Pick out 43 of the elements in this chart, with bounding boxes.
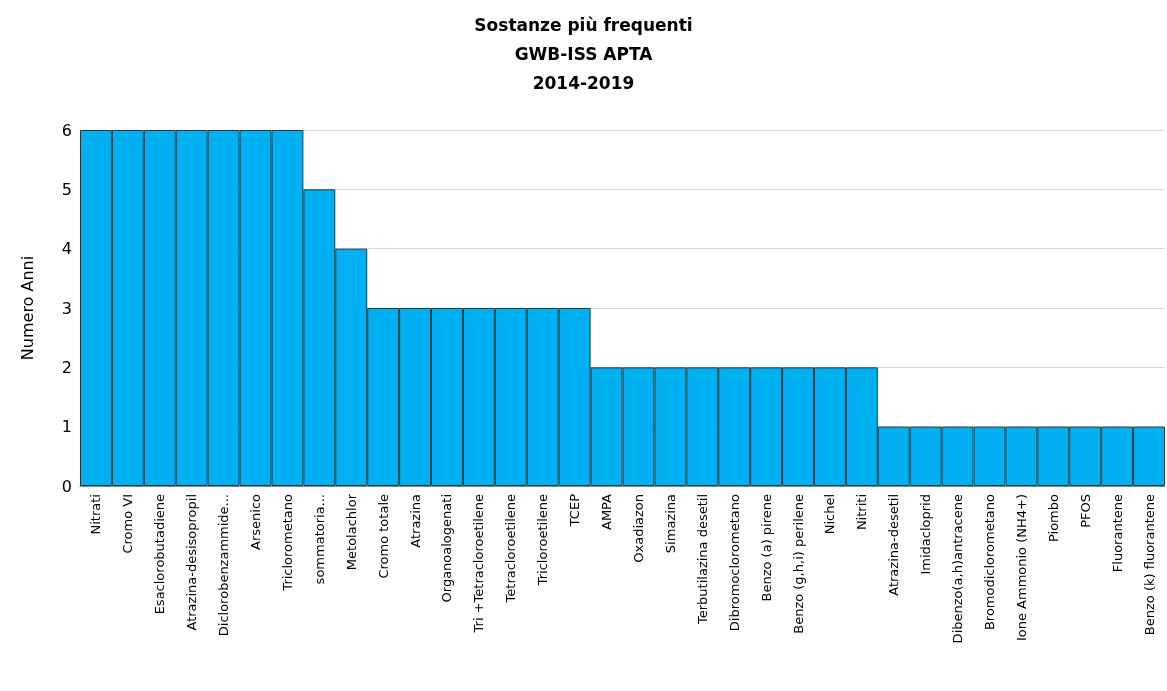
x-tick-label: TCEP [567, 493, 583, 528]
x-tick-label: Tetracloroetilene [503, 494, 519, 604]
x-tick-label: Tricloroetilene [535, 494, 551, 587]
x-tick-label: PFOS [1077, 494, 1093, 528]
x-tick-label: Ione Ammonio (NH4+) [1013, 494, 1029, 642]
x-tick-label: Nitriti [854, 494, 870, 531]
x-tick-label: Benzo (a) pirene [758, 494, 774, 602]
x-tick-label: Organoalogenati [439, 494, 455, 603]
x-tick-label: Nitrati [88, 494, 104, 535]
x-tick-label: Diclorobenzammide... [216, 494, 232, 637]
x-tick-label: Triclorometano [279, 493, 295, 592]
x-tick-label: Piombo [1045, 493, 1061, 542]
x-tick-label: Benzo (g,h,i) perilene [790, 494, 806, 634]
x-tick-label: Bromodiclorometano [981, 493, 997, 631]
x-tick-label: Dibromoclorometano [726, 493, 742, 632]
x-tick-label: Dibenzo(a,h)antracene [950, 494, 966, 644]
x-tick-label: Simazina [662, 494, 678, 554]
x-tick-label: Imidacloprid [918, 494, 934, 575]
y-tick-label: 4 [61, 239, 72, 259]
x-tick-label: Esaclorobutadiene [152, 494, 168, 615]
x-tick-label: Benzo (k) fluorantene [1141, 494, 1157, 636]
x-tick-label: Tri +Tetracloroetilene [471, 494, 487, 634]
x-tick-label: Atrazina [407, 494, 423, 548]
x-tick-label: Cromo totale [375, 494, 391, 579]
x-tick-label: Arsenico [248, 493, 264, 550]
x-tick-label: Cromo VI [120, 494, 136, 554]
y-tick-label: 0 [61, 476, 72, 496]
x-tick-label: sommatoria... [311, 494, 327, 585]
y-tick-label: 6 [61, 120, 72, 140]
y-tick-label: 2 [61, 357, 72, 377]
x-tick-label: Metolachlor [343, 493, 359, 571]
y-tick-label: 1 [61, 417, 72, 437]
chart-title: Sostanze più frequenti GWB-ISS APTA 2014-2019 [474, 14, 693, 93]
y-tick-label: 3 [61, 298, 72, 318]
x-tick-label: Nichel [822, 494, 838, 535]
x-tick-label: AMPA [599, 493, 615, 531]
x-tick-label: Atrazina-desisopropil [184, 494, 200, 631]
x-tick-label: Oxadiazon [630, 494, 646, 563]
x-tick-label: Fluorantene [1109, 494, 1125, 573]
x-tick-label: Atrazina-desetil [886, 494, 902, 596]
y-tick-label: 5 [61, 179, 72, 199]
y-axis-title: Numero Anni [17, 255, 37, 361]
x-tick-label: Terbutilazina desetil [694, 494, 710, 625]
